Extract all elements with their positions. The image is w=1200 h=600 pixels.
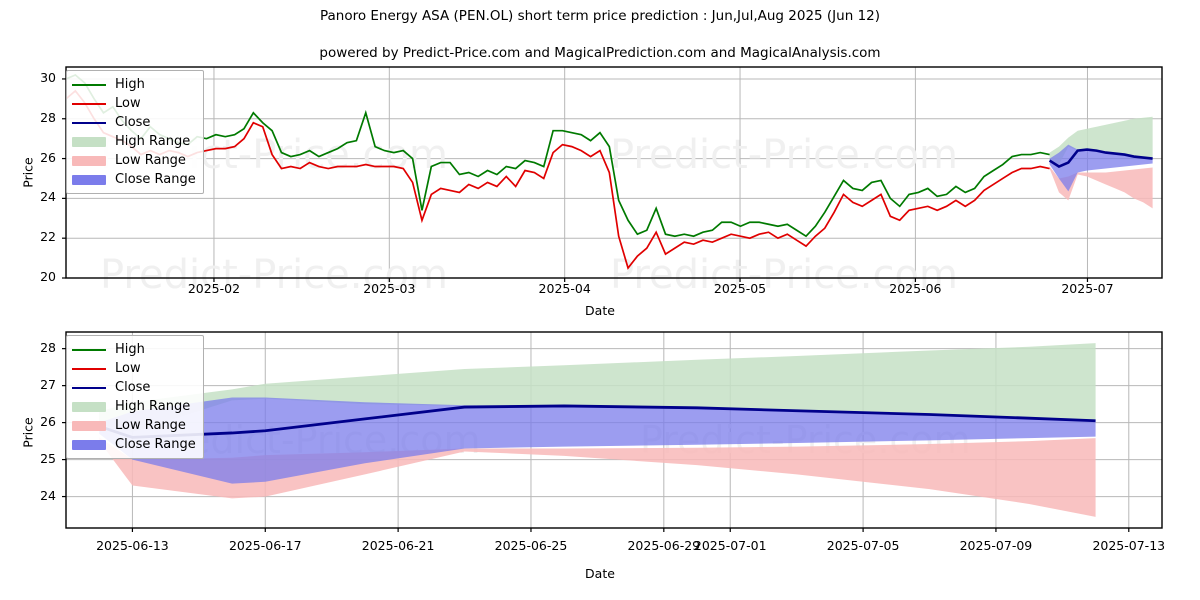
top-x-tick-label: 2025-05 (713, 281, 767, 296)
bottom-y-tick-label: 28 (40, 339, 56, 355)
bottom-legend-label: High Range (115, 399, 191, 414)
bottom-legend-swatch-high-range-icon (72, 400, 106, 414)
top-close-line (1048, 148, 1153, 168)
top-legend-swatch-close-range-icon (72, 173, 106, 187)
top-legend-label: High (115, 77, 145, 92)
bottom-chart-legend[interactable]: High Low Close High Range Low Range Close Ran… (66, 335, 204, 459)
top-legend-item-high[interactable]: High (72, 75, 196, 94)
top-legend-swatch-close-icon (72, 116, 106, 130)
bottom-legend-swatch-low-range-icon (72, 419, 106, 433)
top-legend-swatch-high-icon (72, 78, 106, 92)
top-y-tick-label: 28 (40, 109, 56, 125)
top-legend-item-low[interactable]: Low (72, 94, 196, 113)
bottom-x-tick-label: 2025-06-21 (361, 538, 435, 553)
bottom-legend-item-low[interactable]: Low (72, 359, 196, 378)
top-legend-item-close[interactable]: Close (72, 113, 196, 132)
bottom-legend-swatch-high-icon (72, 343, 106, 357)
bottom-legend-swatch-close-range-icon (72, 438, 106, 452)
page-subtitle: powered by Predict-Price.com and Magical… (319, 45, 881, 61)
top-x-axis-label: Date (585, 303, 615, 318)
bottom-legend-label: Close Range (115, 437, 196, 452)
bottom-legend-label: Low Range (115, 418, 186, 433)
top-y-tick-label: 20 (40, 269, 56, 284)
top-legend-label: High Range (115, 134, 191, 149)
top-legend-label: Low (115, 96, 141, 111)
watermark-text: Predict-Price.com (610, 252, 958, 298)
bottom-legend-item-high-range[interactable]: High Range (72, 397, 196, 416)
top-legend-swatch-low-range-icon (72, 154, 106, 168)
bottom-y-tick-label: 25 (40, 450, 56, 466)
bottom-legend-item-high[interactable]: High (72, 340, 196, 359)
top-x-tick-label: 2025-02 (187, 281, 241, 296)
top-high-line (65, 73, 1050, 238)
bottom-x-tick-label: 2025-06-25 (494, 538, 568, 553)
bottom-x-tick-label: 2025-06-17 (228, 538, 302, 553)
watermark-text: Predict-Price.com (100, 252, 448, 298)
top-legend-item-close-range[interactable]: Close Range (72, 170, 196, 189)
bottom-legend-item-low-range[interactable]: Low Range (72, 416, 196, 435)
bottom-x-tick-label: 2025-07-13 (1092, 538, 1166, 553)
bottom-x-axis-label: Date (585, 566, 615, 581)
top-x-tick-label: 2025-03 (363, 281, 416, 296)
top-x-tick-label: 2025-06 (889, 281, 942, 296)
top-watermark-group: Predict-Price.com Predict-Price.com Predic… (100, 132, 958, 298)
bottom-legend-item-close-range[interactable]: Close Range (72, 435, 196, 454)
top-y-tick-label: 26 (40, 149, 56, 165)
watermark-text: Predict-Price.com (610, 132, 958, 178)
top-chart-legend[interactable]: High Low Close High Range Low Range Close Ran… (66, 70, 204, 194)
top-legend-swatch-high-range-icon (72, 135, 106, 149)
bottom-legend-swatch-low-icon (72, 362, 106, 376)
top-legend-label: Low Range (115, 153, 186, 168)
top-legend-swatch-low-icon (72, 97, 106, 111)
bottom-legend-swatch-close-icon (72, 381, 106, 395)
bottom-legend-label: High (115, 342, 145, 357)
bottom-y-tick-label: 24 (40, 487, 56, 503)
bottom-x-tick-label: 2025-07-09 (959, 538, 1033, 553)
top-high-range-band (1049, 116, 1153, 165)
top-x-tick-label: 2025-04 (538, 281, 591, 296)
top-legend-label: Close (115, 115, 151, 130)
top-legend-label: Close Range (115, 172, 196, 187)
bottom-y-tick-label: 26 (40, 413, 56, 429)
top-low-line (65, 89, 1050, 270)
top-x-tick-label: 2025-07 (1061, 281, 1114, 296)
top-legend-item-low-range[interactable]: Low Range (72, 151, 196, 170)
bottom-legend-item-close[interactable]: Close (72, 378, 196, 397)
top-y-tick-label: 24 (40, 189, 56, 205)
bottom-x-tick-label: 2025-07-01 (693, 538, 767, 553)
bottom-high-range-band (99, 343, 1096, 432)
bottom-legend-label: Close (115, 380, 151, 395)
top-gridlines (66, 67, 1162, 279)
bottom-x-tick-label: 2025-06-29 (627, 538, 701, 553)
bottom-close-range-band (99, 397, 1096, 484)
bottom-close-line (98, 404, 1096, 439)
bottom-x-tick-label: 2025-07-05 (826, 538, 900, 553)
bottom-legend-label: Low (115, 361, 141, 376)
top-y-tick-label: 30 (40, 69, 56, 85)
bottom-y-tick-label: 27 (40, 376, 56, 392)
bottom-x-tick-label: 2025-06-13 (96, 538, 169, 553)
page-title: Panoro Energy ASA (PEN.OL) short term pr… (319, 8, 881, 24)
top-legend-item-high-range[interactable]: High Range (72, 132, 196, 151)
top-y-tick-label: 22 (40, 229, 56, 245)
